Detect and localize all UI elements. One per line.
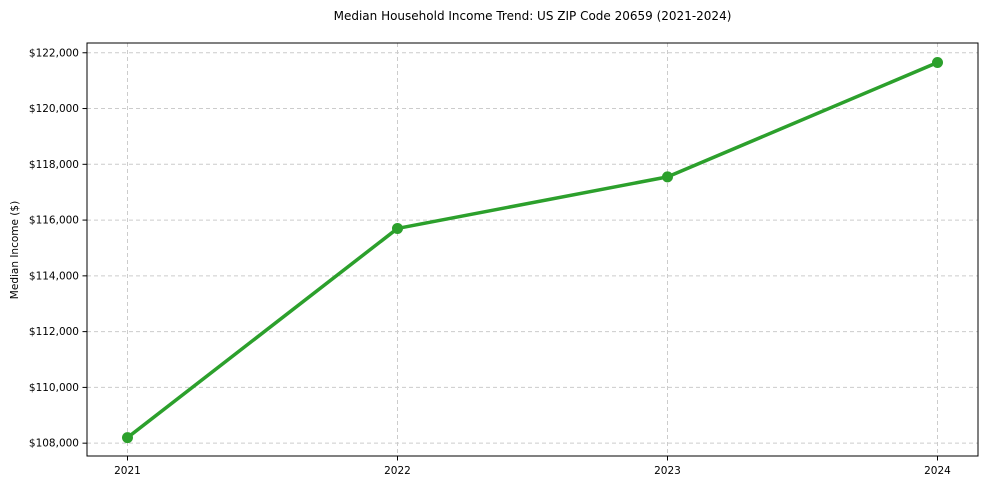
data-point	[392, 222, 403, 234]
y-tick-label: $112,000	[29, 326, 79, 338]
data-point	[122, 432, 133, 444]
y-tick-label: $120,000	[29, 103, 79, 115]
y-tick-label: $118,000	[29, 159, 79, 171]
x-tick-label: 2022	[384, 465, 411, 477]
y-tick-label: $116,000	[29, 215, 79, 227]
x-tick-label: 2024	[924, 465, 951, 477]
data-point	[932, 57, 943, 69]
plot-border	[86, 42, 979, 457]
y-tick-label: $110,000	[29, 382, 79, 394]
data-line	[125, 60, 940, 440]
y-tick-label: $122,000	[29, 47, 79, 59]
y-tick-label: $108,000	[29, 438, 79, 450]
data-point	[662, 171, 673, 183]
x-tick-label: 2023	[654, 465, 681, 477]
chart-title: Median Household Income Trend: US ZIP Co…	[333, 9, 732, 23]
y-tick-label: $114,000	[29, 270, 79, 282]
x-tick-label: 2021	[114, 465, 141, 477]
